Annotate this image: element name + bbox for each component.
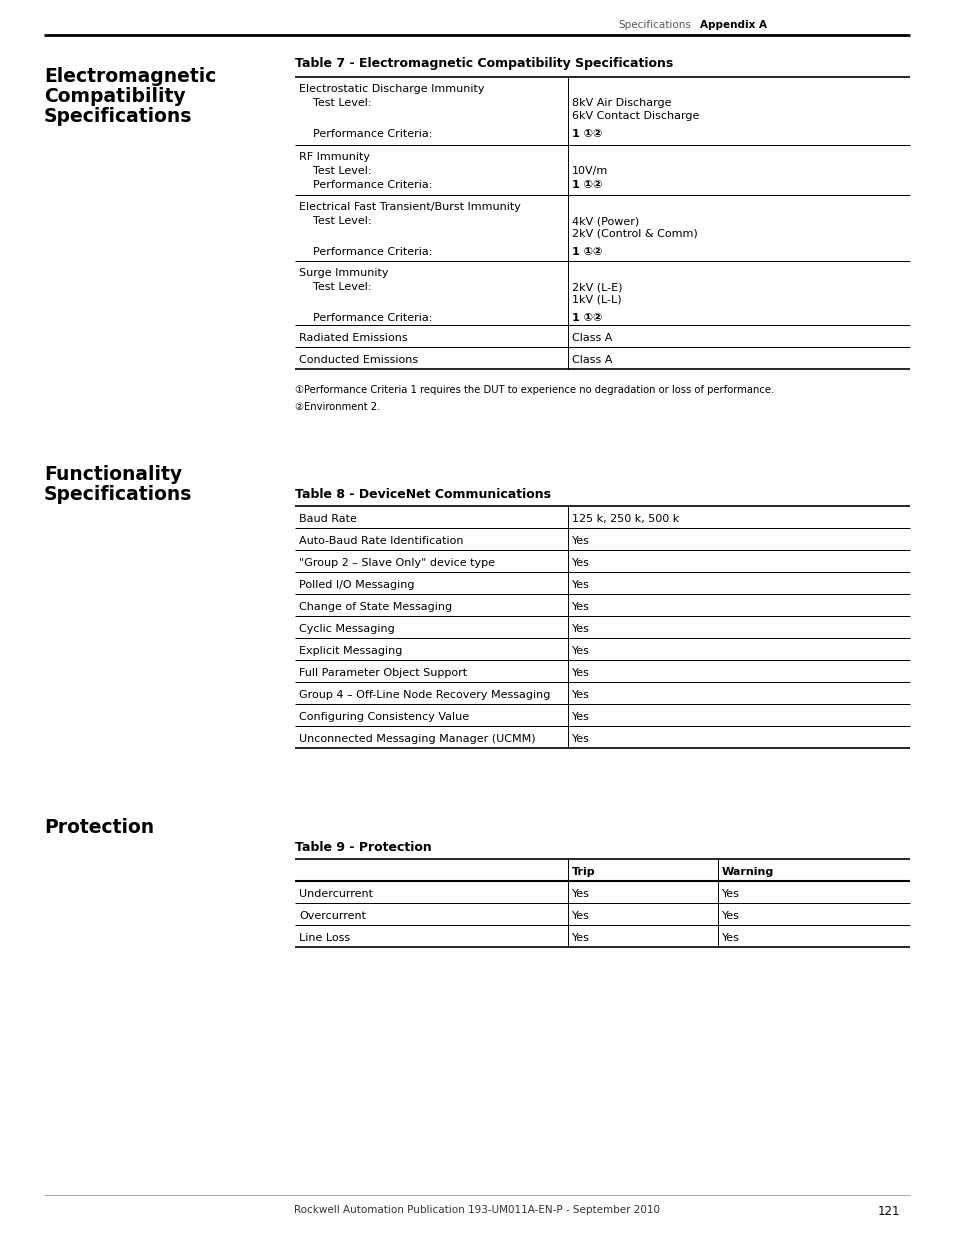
Text: Undercurrent: Undercurrent: [298, 889, 373, 899]
Text: Protection: Protection: [44, 818, 154, 837]
Text: 10V/m: 10V/m: [572, 165, 608, 177]
Text: RF Immunity: RF Immunity: [298, 152, 370, 162]
Text: Table 7 - Electromagnetic Compatibility Specifications: Table 7 - Electromagnetic Compatibility …: [294, 57, 673, 70]
Text: Yes: Yes: [572, 932, 589, 944]
Text: Test Level:: Test Level:: [313, 282, 371, 291]
Text: 8kV Air Discharge: 8kV Air Discharge: [572, 98, 671, 107]
Text: Electromagnetic: Electromagnetic: [44, 67, 216, 86]
Text: Performance Criteria:: Performance Criteria:: [313, 312, 432, 324]
Text: Explicit Messaging: Explicit Messaging: [298, 646, 402, 656]
Text: 6kV Contact Discharge: 6kV Contact Discharge: [572, 111, 699, 121]
Text: Configuring Consistency Value: Configuring Consistency Value: [298, 713, 469, 722]
Text: Polled I/O Messaging: Polled I/O Messaging: [298, 580, 414, 590]
Text: 125 k, 250 k, 500 k: 125 k, 250 k, 500 k: [572, 514, 679, 524]
Text: 1 ①②: 1 ①②: [572, 312, 601, 324]
Text: Table 8 - DeviceNet Communications: Table 8 - DeviceNet Communications: [294, 488, 551, 501]
Text: Radiated Emissions: Radiated Emissions: [298, 333, 407, 343]
Text: 1 ①②: 1 ①②: [572, 128, 601, 140]
Text: Table 9 - Protection: Table 9 - Protection: [294, 841, 432, 853]
Text: Line Loss: Line Loss: [298, 932, 350, 944]
Text: Test Level:: Test Level:: [313, 216, 371, 226]
Text: 2kV (Control & Comm): 2kV (Control & Comm): [572, 228, 697, 240]
Text: 1 ①②: 1 ①②: [572, 180, 601, 190]
Text: ②Environment 2.: ②Environment 2.: [294, 403, 380, 412]
Text: Specifications: Specifications: [44, 107, 193, 126]
Text: Auto-Baud Rate Identification: Auto-Baud Rate Identification: [298, 536, 463, 546]
Text: Test Level:: Test Level:: [313, 98, 371, 107]
Text: Electrical Fast Transient/Burst Immunity: Electrical Fast Transient/Burst Immunity: [298, 203, 520, 212]
Text: Yes: Yes: [572, 624, 589, 634]
Text: Functionality: Functionality: [44, 466, 182, 484]
Text: Yes: Yes: [572, 690, 589, 700]
Text: Yes: Yes: [721, 889, 740, 899]
Text: Performance Criteria:: Performance Criteria:: [313, 247, 432, 257]
Text: Yes: Yes: [572, 734, 589, 743]
Text: Yes: Yes: [572, 713, 589, 722]
Text: Yes: Yes: [572, 536, 589, 546]
Text: Yes: Yes: [572, 889, 589, 899]
Text: Trip: Trip: [572, 867, 595, 877]
Text: Class A: Class A: [572, 354, 612, 366]
Text: Unconnected Messaging Manager (UCMM): Unconnected Messaging Manager (UCMM): [298, 734, 535, 743]
Text: Class A: Class A: [572, 333, 612, 343]
Text: Yes: Yes: [721, 911, 740, 921]
Text: Yes: Yes: [572, 601, 589, 613]
Text: Rockwell Automation Publication 193-UM011A-EN-P - September 2010: Rockwell Automation Publication 193-UM01…: [294, 1205, 659, 1215]
Text: Test Level:: Test Level:: [313, 165, 371, 177]
Text: 2kV (L-E): 2kV (L-E): [572, 282, 622, 291]
Text: Yes: Yes: [572, 646, 589, 656]
Text: Baud Rate: Baud Rate: [298, 514, 356, 524]
Text: ①Performance Criteria 1 requires the DUT to experience no degradation or loss of: ①Performance Criteria 1 requires the DUT…: [294, 385, 774, 395]
Text: Performance Criteria:: Performance Criteria:: [313, 180, 432, 190]
Text: Yes: Yes: [572, 668, 589, 678]
Text: Yes: Yes: [572, 558, 589, 568]
Text: Appendix A: Appendix A: [700, 20, 766, 30]
Text: Specifications: Specifications: [44, 485, 193, 504]
Text: 4kV (Power): 4kV (Power): [572, 216, 639, 226]
Text: Conducted Emissions: Conducted Emissions: [298, 354, 417, 366]
Text: Yes: Yes: [572, 911, 589, 921]
Text: Group 4 – Off-Line Node Recovery Messaging: Group 4 – Off-Line Node Recovery Messagi…: [298, 690, 550, 700]
Text: Performance Criteria:: Performance Criteria:: [313, 128, 432, 140]
Text: Compatibility: Compatibility: [44, 86, 186, 106]
Text: 121: 121: [877, 1205, 899, 1218]
Text: 1kV (L-L): 1kV (L-L): [572, 295, 621, 305]
Text: Overcurrent: Overcurrent: [298, 911, 366, 921]
Text: Specifications: Specifications: [618, 20, 690, 30]
Text: Yes: Yes: [572, 580, 589, 590]
Text: Change of State Messaging: Change of State Messaging: [298, 601, 452, 613]
Text: Yes: Yes: [721, 932, 740, 944]
Text: "Group 2 – Slave Only" device type: "Group 2 – Slave Only" device type: [298, 558, 495, 568]
Text: Electrostatic Discharge Immunity: Electrostatic Discharge Immunity: [298, 84, 484, 94]
Text: Surge Immunity: Surge Immunity: [298, 268, 388, 278]
Text: Cyclic Messaging: Cyclic Messaging: [298, 624, 395, 634]
Text: 1 ①②: 1 ①②: [572, 247, 601, 257]
Text: Full Parameter Object Support: Full Parameter Object Support: [298, 668, 467, 678]
Text: Warning: Warning: [721, 867, 774, 877]
